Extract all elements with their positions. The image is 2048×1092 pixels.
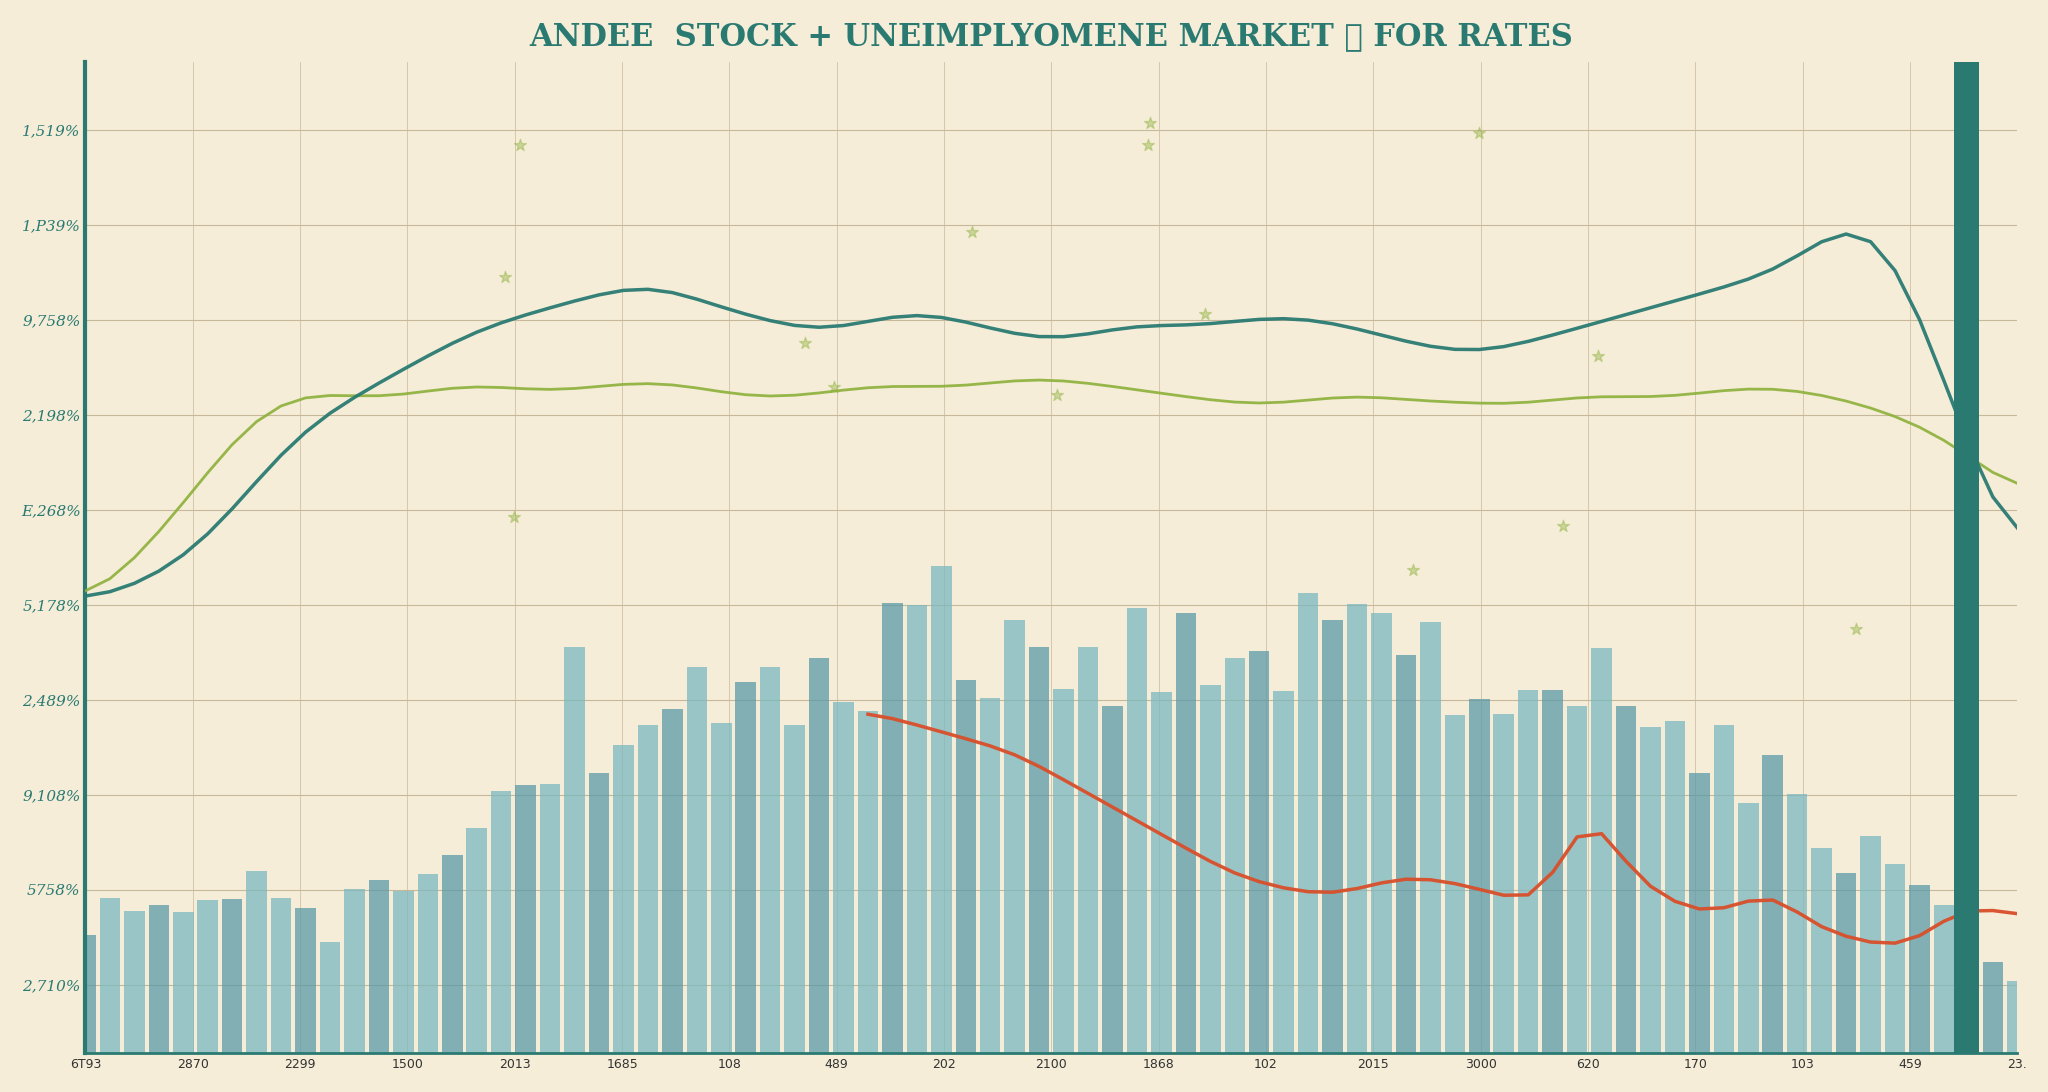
Bar: [1982, 962, 2003, 1054]
Bar: [1395, 655, 1417, 1054]
Bar: [834, 702, 854, 1054]
Bar: [1909, 886, 1929, 1054]
Point: [504, 136, 537, 154]
Bar: [784, 725, 805, 1054]
Bar: [1714, 725, 1735, 1054]
Point: [788, 334, 821, 352]
Bar: [1468, 699, 1489, 1054]
Bar: [1493, 714, 1513, 1054]
Bar: [1542, 690, 1563, 1054]
Bar: [1860, 836, 1880, 1054]
Bar: [516, 785, 537, 1054]
Bar: [1028, 646, 1049, 1054]
Bar: [1616, 707, 1636, 1054]
Point: [817, 378, 850, 395]
Bar: [956, 680, 977, 1054]
Bar: [809, 657, 829, 1054]
Bar: [1249, 651, 1270, 1054]
Bar: [172, 912, 193, 1054]
Bar: [393, 891, 414, 1054]
Point: [1462, 124, 1495, 142]
Bar: [467, 828, 487, 1054]
Bar: [100, 898, 121, 1054]
Bar: [858, 711, 879, 1054]
Bar: [1665, 721, 1686, 1054]
Point: [1040, 387, 1073, 404]
Bar: [1126, 608, 1147, 1054]
Bar: [1419, 621, 1440, 1054]
Bar: [1004, 620, 1024, 1054]
Bar: [1077, 646, 1098, 1054]
Bar: [907, 605, 928, 1054]
Bar: [319, 942, 340, 1054]
Bar: [1372, 614, 1393, 1054]
Bar: [932, 566, 952, 1054]
Bar: [1567, 707, 1587, 1054]
Bar: [2007, 981, 2028, 1054]
Bar: [1348, 604, 1368, 1054]
Bar: [1763, 756, 1784, 1054]
Bar: [1835, 873, 1855, 1054]
Point: [1839, 620, 1872, 638]
Bar: [418, 874, 438, 1054]
Bar: [1788, 794, 1808, 1054]
Point: [489, 268, 522, 285]
Bar: [662, 709, 682, 1054]
Bar: [760, 667, 780, 1054]
Bar: [565, 646, 586, 1054]
Bar: [492, 792, 512, 1054]
Bar: [221, 899, 242, 1054]
Point: [1581, 347, 1614, 365]
Point: [1130, 136, 1163, 154]
Bar: [150, 905, 170, 1054]
Bar: [197, 900, 217, 1054]
Bar: [735, 682, 756, 1054]
Bar: [1200, 686, 1221, 1054]
Bar: [270, 899, 291, 1054]
Bar: [1444, 714, 1464, 1054]
Bar: [1298, 593, 1319, 1054]
Bar: [246, 871, 266, 1054]
Bar: [442, 855, 463, 1054]
Point: [954, 224, 987, 241]
Bar: [1176, 613, 1196, 1054]
Bar: [1323, 620, 1343, 1054]
Bar: [1884, 865, 1905, 1054]
Bar: [883, 603, 903, 1054]
Bar: [1958, 952, 1978, 1054]
Bar: [637, 725, 657, 1054]
Bar: [295, 907, 315, 1054]
Point: [1546, 518, 1579, 535]
Point: [498, 508, 530, 525]
Bar: [125, 911, 145, 1054]
Bar: [1690, 772, 1710, 1054]
Bar: [588, 773, 608, 1054]
Bar: [1640, 727, 1661, 1054]
Bar: [1810, 848, 1831, 1054]
Bar: [1274, 691, 1294, 1054]
Point: [1188, 306, 1221, 323]
Bar: [711, 723, 731, 1054]
Bar: [369, 880, 389, 1054]
Bar: [1739, 803, 1759, 1054]
Bar: [1225, 657, 1245, 1054]
Bar: [1151, 691, 1171, 1054]
Bar: [1591, 648, 1612, 1054]
Bar: [1102, 707, 1122, 1054]
Bar: [686, 667, 707, 1054]
Bar: [344, 889, 365, 1054]
Bar: [541, 784, 561, 1054]
Bar: [1933, 905, 1954, 1054]
Bar: [612, 746, 633, 1054]
Point: [1397, 561, 1430, 579]
Bar: [1053, 689, 1073, 1054]
Bar: [76, 935, 96, 1054]
Point: [1133, 115, 1165, 132]
Title: ANDEE  STOCK + UNEIMPLYOMENE MARKET ☰ FOR RATES: ANDEE STOCK + UNEIMPLYOMENE MARKET ☰ FOR…: [530, 21, 1573, 51]
Bar: [981, 699, 1001, 1054]
Bar: [1518, 690, 1538, 1054]
